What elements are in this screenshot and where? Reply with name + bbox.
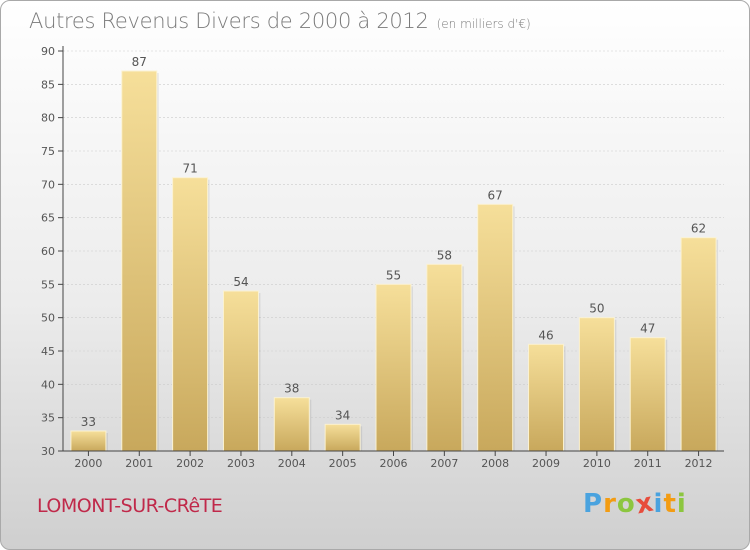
x-tick-label: 2011 (634, 457, 662, 470)
logo-letter: P (583, 489, 604, 519)
chart-title-text: Autres Revenus Divers de 2000 à 2012 (29, 9, 429, 33)
commune-name: LOMONT-SUR-CRêTE (37, 495, 223, 517)
bar-2008 (477, 203, 514, 452)
y-tick-label: 45 (41, 345, 55, 358)
y-tick-label: 50 (41, 312, 55, 325)
y-tick-label: 40 (41, 378, 55, 391)
bar-2005 (324, 423, 361, 452)
bar-value-label: 34 (335, 408, 350, 422)
bar-value-label: 55 (386, 268, 401, 282)
logo-letter: o (616, 489, 636, 519)
axes (58, 46, 724, 456)
logo-letter: i (653, 489, 664, 519)
bar-2011 (629, 337, 666, 452)
bar-2001 (121, 70, 158, 452)
x-tick-label: 2001 (125, 457, 153, 470)
bar-2007 (426, 263, 463, 452)
x-tick-label: 2007 (430, 457, 458, 470)
x-tick-label: 2004 (278, 457, 306, 470)
x-tick-label: 2005 (329, 457, 357, 470)
y-tick-label: 85 (41, 78, 55, 91)
y-tick-label: 80 (41, 112, 55, 125)
bar-value-label: 87 (132, 55, 147, 69)
chart-unit-note: (en milliers d'€) (436, 17, 531, 31)
x-tick-label: 2000 (74, 457, 102, 470)
y-tick-label: 60 (41, 245, 55, 258)
x-tick-label: 2010 (583, 457, 611, 470)
labels: 30 35 40 45 50 55 60 65 70 75 80 85 90 33 2000 87 2001 71… (41, 45, 713, 470)
proxiti-logo: Proxiti (583, 487, 687, 520)
bar-2002 (172, 177, 209, 452)
bar-value-label: 38 (284, 382, 299, 396)
y-tick-label: 55 (41, 278, 55, 291)
logo-letter: i (676, 489, 687, 519)
bar-2010 (578, 317, 615, 452)
bars (70, 70, 719, 452)
bar-2006 (375, 283, 412, 452)
bar-chart: 30 35 40 45 50 55 60 65 70 75 80 85 90 33 2000 87 2001 71… (41, 45, 724, 470)
logo-letter: t (663, 489, 677, 519)
y-tick-label: 90 (41, 45, 55, 58)
bar-2004 (273, 397, 310, 452)
bar-value-label: 50 (589, 302, 604, 316)
bar-value-label: 62 (691, 222, 706, 236)
bar-value-label: 71 (182, 162, 197, 176)
bar-value-label: 54 (233, 275, 248, 289)
bar-2009 (528, 343, 565, 452)
bar-value-label: 58 (437, 248, 452, 262)
bar-value-label: 46 (538, 328, 553, 342)
y-tick-label: 70 (41, 178, 55, 191)
x-tick-label: 2003 (227, 457, 255, 470)
logo-letter: r (603, 489, 617, 519)
y-tick-label: 30 (41, 445, 55, 458)
bar-value-label: 47 (640, 322, 655, 336)
bar-2003 (222, 290, 259, 452)
bar-value-label: 33 (81, 415, 96, 429)
x-tick-label: 2006 (380, 457, 408, 470)
x-tick-label: 2009 (532, 457, 560, 470)
y-tick-label: 65 (41, 212, 55, 225)
bar-2012 (680, 237, 717, 452)
bar-value-label: 67 (488, 188, 503, 202)
chart-title: Autres Revenus Divers de 2000 à 2012 (en … (29, 9, 531, 33)
y-tick-label: 75 (41, 145, 55, 158)
x-tick-label: 2008 (481, 457, 509, 470)
y-tick-label: 35 (41, 412, 55, 425)
bar-2000 (70, 430, 107, 452)
x-tick-label: 2002 (176, 457, 204, 470)
x-tick-label: 2012 (685, 457, 713, 470)
